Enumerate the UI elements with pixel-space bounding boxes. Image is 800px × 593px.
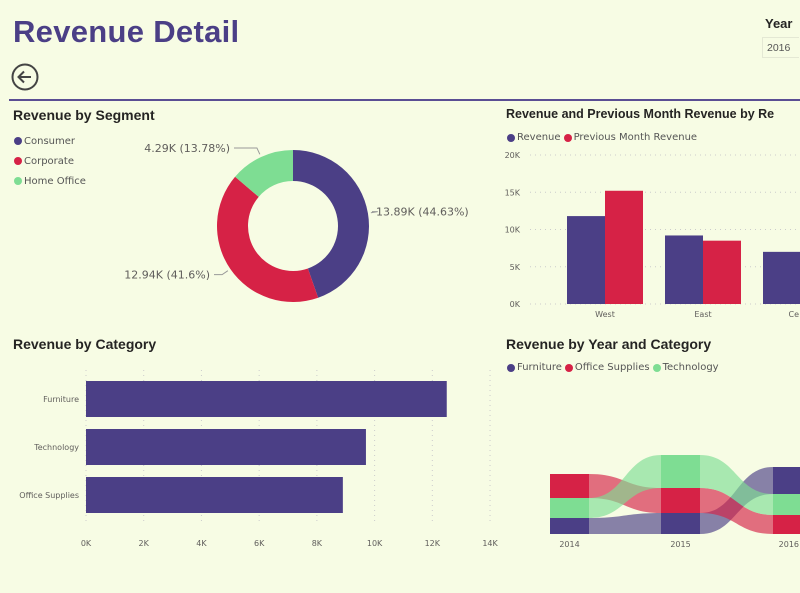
ribbon-segment-technology xyxy=(550,498,589,518)
ribbon-office-supplies xyxy=(700,488,773,534)
ribbon-segment-office-supplies xyxy=(661,488,700,513)
legend-label[interactable]: Office Supplies xyxy=(574,362,650,373)
y-tick-label: Furniture xyxy=(43,395,79,404)
leader-line xyxy=(214,270,229,276)
region-column-chart: 0K 5K 10K 15K 20K West East Ce xyxy=(505,151,800,319)
bar-office-supplies xyxy=(86,477,343,513)
x-tick-label: Ce xyxy=(788,310,799,319)
y-tick-label: 10K xyxy=(505,226,521,235)
y-tick-label: Office Supplies xyxy=(19,491,79,500)
legend-dot xyxy=(507,363,515,372)
legend-label: Corporate xyxy=(24,155,74,167)
x-tick-label: 0K xyxy=(81,539,92,548)
legend-label: Home Office xyxy=(24,175,86,187)
x-tick-label: West xyxy=(595,310,615,319)
y-tick-label: 5K xyxy=(510,263,521,272)
ribbon-chart: 2014 2015 2016 xyxy=(550,455,800,549)
legend-dot xyxy=(563,133,572,142)
y-tick-label: 20K xyxy=(505,151,521,160)
legend-dot xyxy=(14,157,22,165)
ribbon-chart-title: Revenue by Year and Category xyxy=(506,336,712,352)
ribbon-segment-furniture xyxy=(550,518,589,534)
category-chart-title: Revenue by Category xyxy=(13,336,157,352)
x-tick-label: 8K xyxy=(312,539,323,548)
legend-item-corporate[interactable]: Corporate xyxy=(14,151,86,171)
x-tick-label: 6K xyxy=(254,539,265,548)
y-tick-label: 0K xyxy=(510,300,521,309)
data-label: 4.29K (13.78%) xyxy=(144,142,230,155)
donut-slice-home-office xyxy=(235,150,293,197)
leader-line xyxy=(234,147,261,155)
page-title: Revenue Detail xyxy=(13,14,240,49)
legend-label[interactable]: Revenue xyxy=(517,132,561,143)
leader-line xyxy=(370,211,378,214)
x-tick-label: 2014 xyxy=(559,540,579,549)
legend-dot xyxy=(652,363,661,372)
header-divider xyxy=(9,99,800,101)
x-tick-label: 14K xyxy=(482,539,498,548)
column-previous-month-revenue xyxy=(605,190,643,304)
column-revenue xyxy=(567,216,605,304)
region-chart-title: Revenue and Previous Month Revenue by Re xyxy=(506,107,775,121)
legend-item-consumer[interactable]: Consumer xyxy=(14,131,86,151)
legend-label[interactable]: Technology xyxy=(662,362,719,373)
ribbon-segment-furniture xyxy=(661,513,700,534)
year-slicer-dropdown[interactable]: 2016 xyxy=(762,37,799,58)
donut-slice-consumer xyxy=(293,150,369,298)
ribbon-legend: Furniture Office Supplies Technology xyxy=(507,362,719,373)
ribbon-segment-office-supplies xyxy=(550,474,589,498)
ribbon-segment-office-supplies xyxy=(773,515,800,534)
data-label: 13.89K (44.63%) xyxy=(376,206,469,219)
x-tick-label: 2016 xyxy=(779,540,799,549)
y-tick-label: 15K xyxy=(505,188,521,197)
ribbon-furniture xyxy=(589,513,661,534)
column-previous-month-revenue xyxy=(703,240,741,304)
segment-chart-title: Revenue by Segment xyxy=(13,107,155,123)
ribbon-technology xyxy=(700,455,773,515)
region-legend: Revenue Previous Month Revenue xyxy=(507,132,697,143)
legend-dot xyxy=(507,133,515,142)
ribbon-segment-technology xyxy=(773,494,800,515)
x-tick-label: 4K xyxy=(196,539,207,548)
x-tick-label: 2K xyxy=(139,539,150,548)
legend-label[interactable]: Furniture xyxy=(517,362,562,373)
ribbon-segment-technology xyxy=(661,455,700,488)
y-tick-label: Technology xyxy=(33,443,79,452)
legend-item-home-office[interactable]: Home Office xyxy=(14,171,86,191)
column-revenue xyxy=(763,251,800,304)
legend-dot xyxy=(14,177,22,185)
x-tick-label: 2015 xyxy=(670,540,690,549)
donut-slice-corporate xyxy=(217,176,319,302)
year-slicer-label: Year xyxy=(765,16,793,31)
column-revenue xyxy=(665,235,703,304)
legend-dot xyxy=(14,137,22,145)
x-tick-label: 12K xyxy=(425,539,441,548)
x-tick-label: East xyxy=(694,310,711,319)
back-arrow-icon[interactable] xyxy=(11,63,39,91)
data-label: 12.94K (41.6%) xyxy=(124,269,210,282)
x-tick-label: 10K xyxy=(367,539,383,548)
legend-dot xyxy=(564,363,573,372)
legend-label: Consumer xyxy=(24,135,75,147)
category-bar-chart: 0K 2K 4K 6K 8K 10K 12K 14K Furniture Technology Of… xyxy=(19,370,499,548)
segment-legend: Consumer Corporate Home Office xyxy=(14,131,86,191)
bar-technology xyxy=(86,429,366,465)
ribbon-technology xyxy=(589,455,661,518)
legend-label[interactable]: Previous Month Revenue xyxy=(573,132,698,143)
segment-donut-chart: 13.89K (44.63%) 12.94K (41.6%) 4.29K (13.7… xyxy=(124,142,469,302)
bar-furniture xyxy=(86,381,447,417)
ribbon-segment-furniture xyxy=(773,467,800,494)
